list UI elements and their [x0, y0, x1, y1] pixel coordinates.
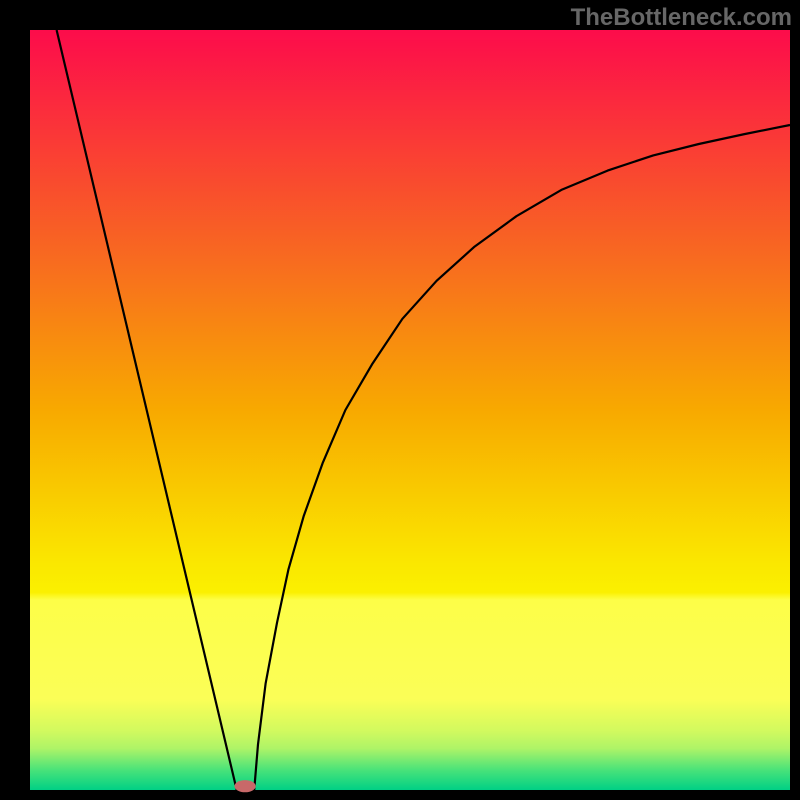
- watermark-text: TheBottleneck.com: [571, 4, 792, 32]
- minimum-marker: [234, 780, 255, 792]
- plot-background: [30, 30, 790, 790]
- chart-svg: [0, 0, 800, 800]
